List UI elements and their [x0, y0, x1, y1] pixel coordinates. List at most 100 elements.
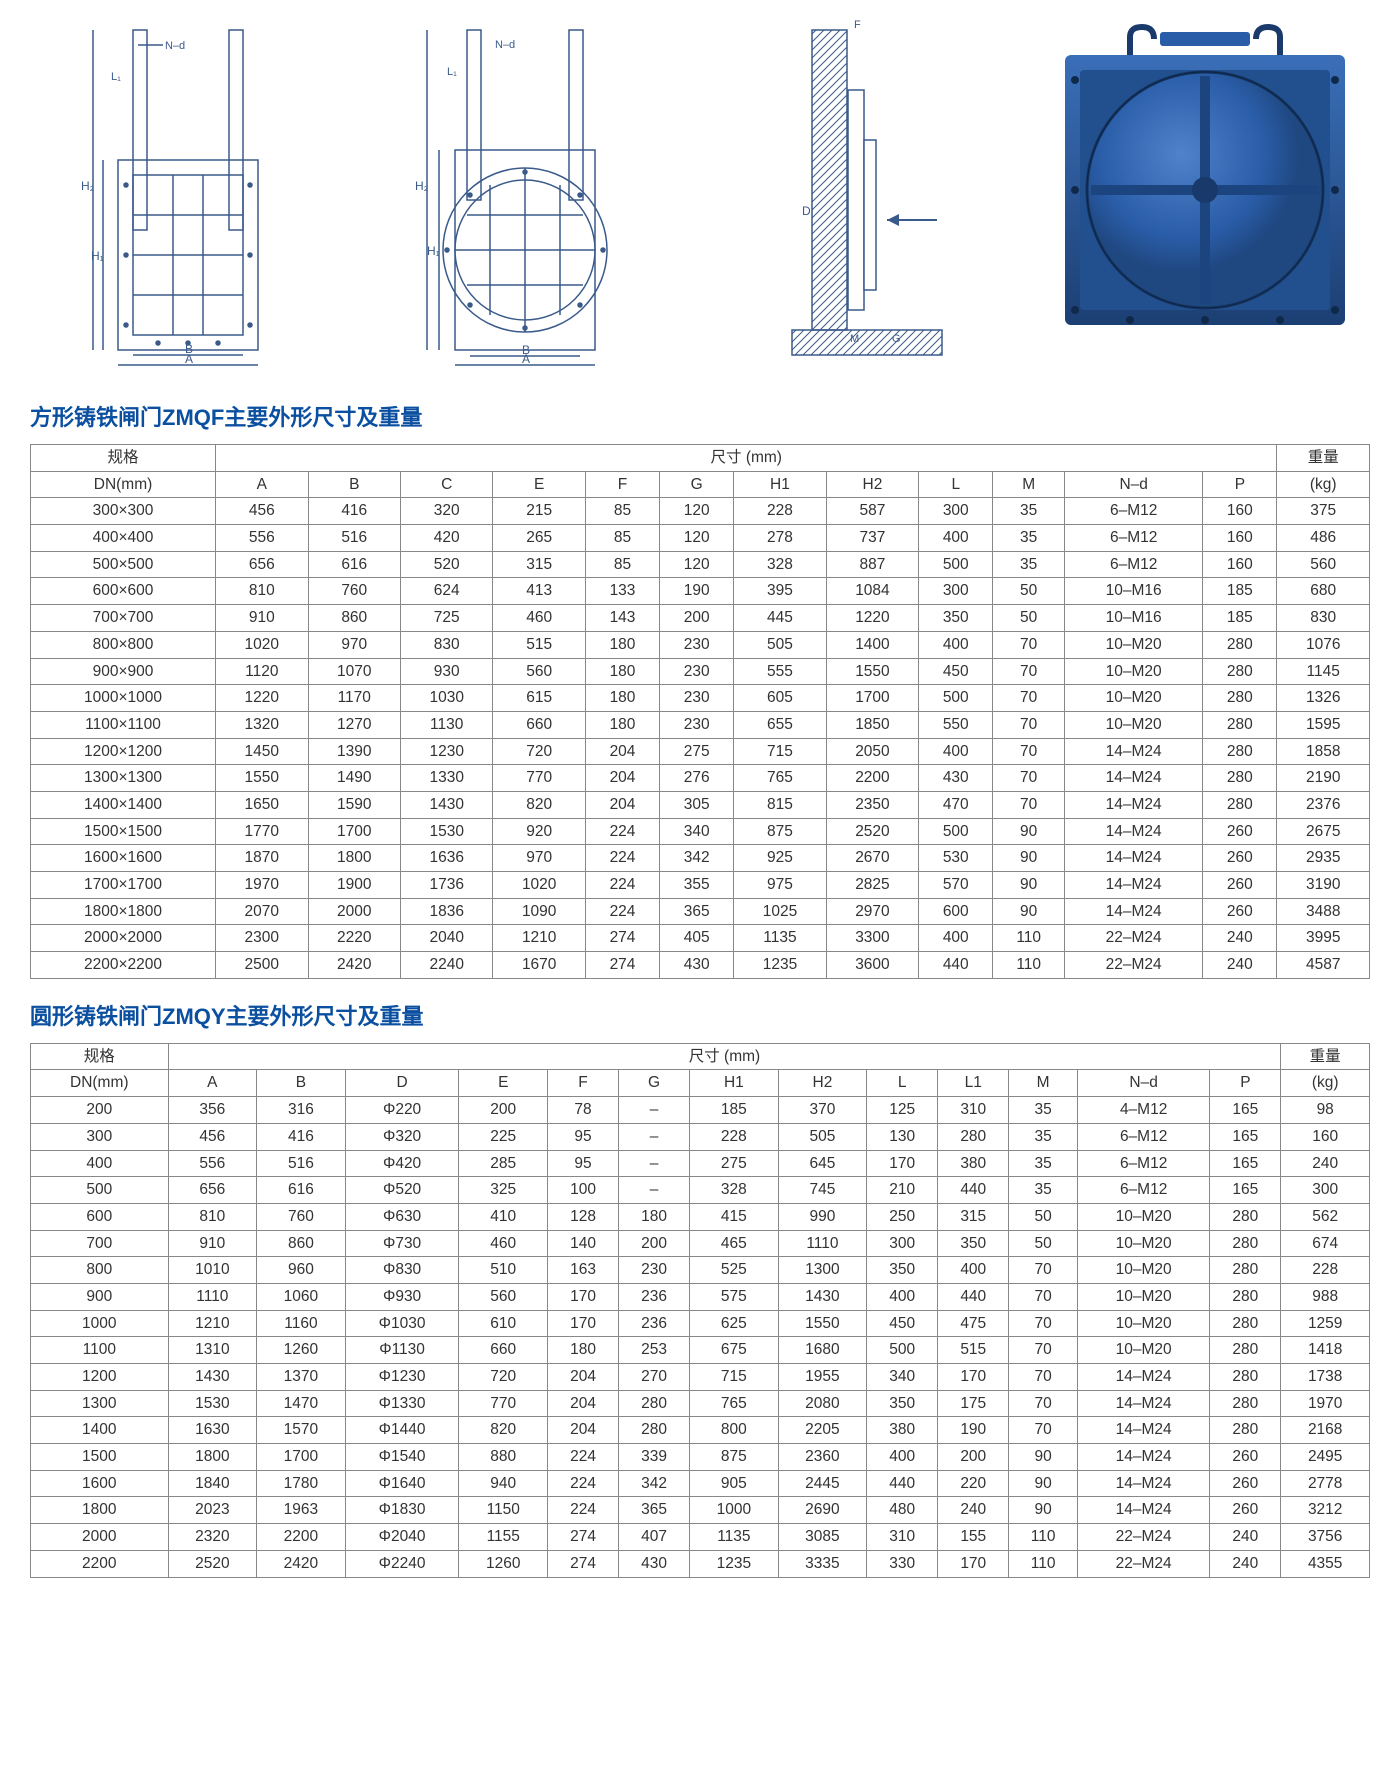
table-cell: 14–M24 [1065, 845, 1203, 872]
table-cell: 14–M24 [1065, 898, 1203, 925]
col-header: A [168, 1070, 257, 1097]
table-cell: 1370 [257, 1364, 346, 1391]
table-cell: 350 [938, 1230, 1009, 1257]
table-cell: 70 [1009, 1257, 1078, 1284]
table-cell: 910 [168, 1230, 257, 1257]
col-header: B [257, 1070, 346, 1097]
table-row: 180020231963Φ183011502243651000269048024… [31, 1497, 1370, 1524]
svg-text:F: F [854, 20, 861, 31]
table-cell: 505 [734, 631, 826, 658]
table-cell: 2200 [826, 765, 918, 792]
table-cell: 625 [690, 1310, 779, 1337]
table-cell: 1076 [1277, 631, 1370, 658]
table-cell: 515 [938, 1337, 1009, 1364]
table-cell: 1800 [31, 1497, 169, 1524]
table-cell: 10–M20 [1077, 1230, 1209, 1257]
table-cell: 1220 [216, 685, 308, 712]
product-render [1040, 20, 1370, 340]
table-cell: 1418 [1281, 1337, 1370, 1364]
table-row: 160018401780Φ164094022434290524454402209… [31, 1470, 1370, 1497]
table-cell: 280 [1210, 1230, 1281, 1257]
table-cell: 240 [1203, 925, 1277, 952]
table-cell: 285 [459, 1150, 548, 1177]
table-cell: 940 [459, 1470, 548, 1497]
table-cell: 925 [734, 845, 826, 872]
table-cell: 50 [1009, 1203, 1078, 1230]
table-cell: 1025 [734, 898, 826, 925]
table-cell: 10–M20 [1065, 631, 1203, 658]
col-header: N–d [1065, 471, 1203, 498]
table-cell: 90 [1009, 1444, 1078, 1471]
table-cell: 180 [585, 631, 659, 658]
table-cell: 675 [690, 1337, 779, 1364]
table-cell: 400 [919, 738, 993, 765]
table-cell: Φ830 [345, 1257, 459, 1284]
table-cell: 95 [548, 1150, 619, 1177]
table-row: 2000×20002300222020401210274405113533004… [31, 925, 1370, 952]
col-header: F [548, 1070, 619, 1097]
table-cell: 160 [1281, 1123, 1370, 1150]
table-cell: 2520 [826, 818, 918, 845]
table-cell: 85 [585, 551, 659, 578]
table-zmqy: 规格 尺寸 (mm) 重量 DN(mm) ABDEFGH1H2LL1MN–dP(… [30, 1043, 1370, 1578]
table-cell: 340 [660, 818, 734, 845]
table-cell: 415 [690, 1203, 779, 1230]
table-cell: 300 [867, 1230, 938, 1257]
table-cell: 14–M24 [1065, 818, 1203, 845]
table-cell: Φ520 [345, 1177, 459, 1204]
diagram-round-gate: A B H₁ H₂ N–d L₁ [367, 20, 684, 370]
table-cell: 745 [778, 1177, 867, 1204]
table-cell: 185 [690, 1097, 779, 1124]
col-header: H1 [734, 471, 826, 498]
table-cell: 1500 [31, 1444, 169, 1471]
dim-header: 尺寸 (mm) [168, 1043, 1281, 1070]
table-cell: 720 [493, 738, 585, 765]
table-cell: 10–M20 [1077, 1283, 1209, 1310]
table-cell: 2360 [778, 1444, 867, 1471]
table-cell: 316 [257, 1097, 346, 1124]
table-cell: 450 [867, 1310, 938, 1337]
table-cell: 725 [400, 605, 492, 632]
table-cell: 830 [1277, 605, 1370, 632]
table-cell: 1390 [308, 738, 400, 765]
table-cell: 1220 [826, 605, 918, 632]
table-cell: 280 [1210, 1203, 1281, 1230]
table-cell: 1840 [168, 1470, 257, 1497]
table-cell: 656 [168, 1177, 257, 1204]
table-cell: 1636 [400, 845, 492, 872]
table-cell: 90 [993, 818, 1065, 845]
table-cell: 14–M24 [1077, 1364, 1209, 1391]
table-cell: 1300 [31, 1390, 169, 1417]
table-cell: 1430 [778, 1283, 867, 1310]
table-row: 500×50065661652031585120328887500356–M12… [31, 551, 1370, 578]
col-header: F [585, 471, 659, 498]
table-cell: 230 [660, 685, 734, 712]
col-header: L [867, 1070, 938, 1097]
svg-text:B: B [185, 342, 193, 356]
table-row: 1100×11001320127011306601802306551850550… [31, 711, 1370, 738]
table-cell: 224 [585, 845, 659, 872]
table-cell: 90 [993, 845, 1065, 872]
table-cell: 22–M24 [1065, 925, 1203, 952]
table-cell: 2080 [778, 1390, 867, 1417]
table-cell: 3488 [1277, 898, 1370, 925]
table-cell: 35 [993, 551, 1065, 578]
table-cell: – [619, 1150, 690, 1177]
table-cell: 170 [548, 1283, 619, 1310]
table-cell: 1210 [493, 925, 585, 952]
table-cell: 520 [400, 551, 492, 578]
table-row: 120014301370Φ123072020427071519553401707… [31, 1364, 1370, 1391]
table-cell: 1230 [400, 738, 492, 765]
table-cell: 1300×1300 [31, 765, 216, 792]
svg-text:M: M [850, 333, 859, 345]
table-cell: 1430 [168, 1364, 257, 1391]
table-cell: 165 [1210, 1097, 1281, 1124]
table-cell: 70 [1009, 1364, 1078, 1391]
table-cell: 700 [31, 1230, 169, 1257]
table-cell: 78 [548, 1097, 619, 1124]
table-cell: 204 [548, 1390, 619, 1417]
table-cell: 70 [993, 711, 1065, 738]
table-cell: 2300 [216, 925, 308, 952]
table-row: 110013101260Φ113066018025367516805005157… [31, 1337, 1370, 1364]
table-cell: 1326 [1277, 685, 1370, 712]
